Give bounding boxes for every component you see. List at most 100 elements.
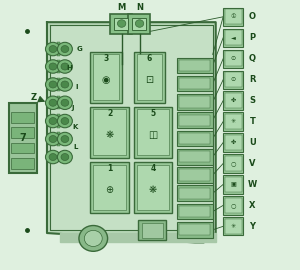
Bar xyxy=(179,224,210,235)
Circle shape xyxy=(46,78,60,91)
Bar xyxy=(114,18,128,30)
Circle shape xyxy=(57,78,72,91)
Bar xyxy=(223,70,244,89)
Bar xyxy=(136,164,169,210)
Circle shape xyxy=(57,96,72,109)
Bar xyxy=(225,72,242,87)
Text: 7: 7 xyxy=(20,133,26,143)
Bar xyxy=(223,175,244,194)
Bar xyxy=(57,60,60,73)
Text: ○: ○ xyxy=(231,161,236,166)
Bar xyxy=(57,96,60,109)
Bar xyxy=(223,133,244,152)
Text: ✤: ✤ xyxy=(231,140,236,145)
Text: ⊙: ⊙ xyxy=(231,56,236,61)
Bar xyxy=(223,217,244,235)
Circle shape xyxy=(118,20,126,27)
Text: X: X xyxy=(249,201,256,210)
Circle shape xyxy=(49,81,57,88)
Bar xyxy=(177,112,213,128)
Bar xyxy=(93,164,126,210)
Bar xyxy=(177,131,213,146)
Bar xyxy=(225,9,242,24)
Text: ❋: ❋ xyxy=(106,130,114,140)
Bar xyxy=(177,76,213,92)
Bar xyxy=(93,109,126,155)
Bar xyxy=(11,158,34,168)
Bar xyxy=(134,162,172,213)
Circle shape xyxy=(49,63,57,70)
Circle shape xyxy=(46,96,60,109)
Circle shape xyxy=(49,117,57,124)
Bar xyxy=(136,109,169,155)
Circle shape xyxy=(49,154,57,161)
Bar xyxy=(93,55,118,100)
Text: N: N xyxy=(136,4,143,12)
Text: G: G xyxy=(77,46,83,52)
Text: U: U xyxy=(249,138,256,147)
Text: H: H xyxy=(67,65,72,71)
Text: 5: 5 xyxy=(150,109,155,118)
Circle shape xyxy=(57,42,72,56)
Bar xyxy=(11,143,34,153)
Bar xyxy=(179,60,210,71)
Polygon shape xyxy=(47,22,216,242)
Text: J: J xyxy=(71,105,74,111)
Bar xyxy=(57,42,60,56)
Text: ⊕: ⊕ xyxy=(106,185,114,195)
Text: 3: 3 xyxy=(103,54,109,63)
Bar xyxy=(142,222,163,238)
Bar xyxy=(177,222,213,238)
Polygon shape xyxy=(60,233,216,242)
Bar xyxy=(57,114,60,128)
Bar xyxy=(179,188,210,199)
Text: Q: Q xyxy=(249,54,256,63)
Circle shape xyxy=(57,150,72,164)
Text: 1: 1 xyxy=(107,164,112,173)
Bar xyxy=(90,52,122,103)
Bar xyxy=(132,18,146,30)
Bar xyxy=(136,55,162,100)
Circle shape xyxy=(57,114,72,128)
Bar xyxy=(179,133,210,144)
Text: O: O xyxy=(249,12,256,21)
Bar xyxy=(223,196,244,214)
Circle shape xyxy=(57,132,72,146)
Bar xyxy=(179,114,210,126)
Bar xyxy=(134,52,165,103)
Bar xyxy=(9,103,38,173)
Bar xyxy=(57,78,60,91)
Circle shape xyxy=(49,136,57,143)
Circle shape xyxy=(46,150,60,164)
Bar xyxy=(177,94,213,110)
Bar xyxy=(134,107,172,158)
Circle shape xyxy=(135,20,144,27)
Text: ◉: ◉ xyxy=(102,75,110,85)
Circle shape xyxy=(46,132,60,146)
Circle shape xyxy=(61,154,69,161)
Circle shape xyxy=(61,81,69,88)
Bar xyxy=(225,93,242,108)
Circle shape xyxy=(49,46,57,53)
Bar xyxy=(223,92,244,110)
Bar xyxy=(90,162,129,213)
Circle shape xyxy=(46,114,60,128)
Text: ◄: ◄ xyxy=(231,35,236,40)
Bar xyxy=(128,14,150,34)
Bar xyxy=(225,177,242,192)
Text: V: V xyxy=(249,159,256,168)
Bar xyxy=(225,135,242,150)
Bar xyxy=(225,156,242,171)
Bar xyxy=(179,206,210,217)
Bar xyxy=(177,149,213,164)
Circle shape xyxy=(61,63,69,70)
Circle shape xyxy=(61,46,69,53)
Text: K: K xyxy=(72,124,77,130)
Circle shape xyxy=(61,117,69,124)
Circle shape xyxy=(84,230,102,247)
Text: M: M xyxy=(118,4,126,12)
Circle shape xyxy=(79,225,108,251)
Bar xyxy=(179,169,210,181)
Text: 4: 4 xyxy=(150,164,156,173)
Bar xyxy=(225,30,242,45)
